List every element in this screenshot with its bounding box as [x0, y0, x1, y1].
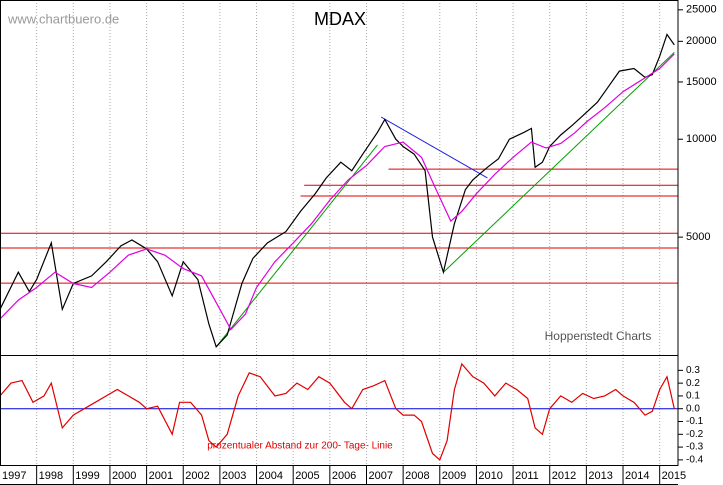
source-label: www.chartbuero.de [7, 11, 119, 26]
indicator-label: prozentualer Abstand zur 200- Tage- Lini… [207, 441, 393, 452]
y-tick-label: 15000 [686, 76, 717, 88]
y-tick-label: -0.3 [686, 442, 704, 453]
y-tick-label: 0.0 [686, 403, 700, 414]
x-tick-label: 2008 [405, 470, 429, 482]
x-tick-label: 2005 [295, 470, 319, 482]
x-tick-label: 2006 [332, 470, 356, 482]
series-line [0, 362, 675, 461]
y-tick-label: 25000 [686, 4, 717, 16]
y-tick-label: -0.4 [686, 455, 704, 466]
x-tick-label: 2007 [368, 470, 392, 482]
trend-line [443, 51, 675, 273]
x-tick-label: 1997 [2, 470, 26, 482]
x-tick-label: 1998 [39, 470, 63, 482]
x-tick-label: 2001 [149, 470, 173, 482]
y-tick-label: -0.2 [686, 429, 704, 440]
chart-title: MDAX [314, 9, 366, 29]
y-tick-label: 5000 [686, 231, 710, 243]
x-tick-label: 2013 [588, 470, 612, 482]
series-line [0, 53, 675, 331]
x-tick-label: 2014 [625, 470, 649, 482]
y-tick-label: 20000 [686, 35, 717, 47]
x-tick-label: 2002 [185, 470, 209, 482]
series-line [0, 33, 675, 348]
x-tick-label: 2009 [442, 470, 466, 482]
x-tick-label: 2003 [222, 470, 246, 482]
x-tick-label: 1999 [75, 470, 99, 482]
plot-frame [0, 0, 679, 356]
x-tick-label: 2011 [515, 470, 539, 482]
plot-frame [0, 355, 679, 466]
x-tick-label: 2010 [478, 470, 502, 482]
x-tick-label: 2012 [552, 470, 576, 482]
trend-line [380, 116, 488, 179]
y-tick-label: 0.1 [686, 391, 700, 402]
y-tick-label: -0.1 [686, 416, 704, 427]
credit-label: Hoppenstedt Charts [545, 329, 652, 343]
y-tick-label: 0.2 [686, 378, 700, 389]
y-tick-label: 0.3 [686, 365, 700, 376]
x-tick-label: 2015 [662, 470, 686, 482]
y-tick-label: 10000 [686, 133, 717, 145]
x-tick-label: 2000 [112, 470, 136, 482]
x-tick-label: 2004 [259, 470, 283, 482]
